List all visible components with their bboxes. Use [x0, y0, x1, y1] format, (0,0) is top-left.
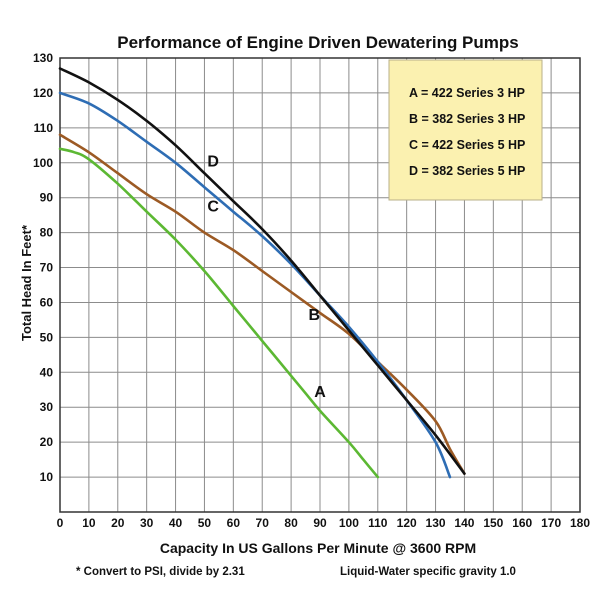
x-tick-label: 20 — [111, 516, 125, 530]
series-line-b — [58, 133, 466, 475]
x-tick-label: 90 — [313, 516, 327, 530]
x-tick-label: 120 — [397, 516, 417, 530]
x-tick-label: 40 — [169, 516, 183, 530]
x-axis-label: Capacity In US Gallons Per Minute @ 3600… — [160, 540, 476, 556]
x-tick-label: 70 — [256, 516, 270, 530]
series-line-d — [58, 67, 466, 475]
x-tick-label: 130 — [426, 516, 446, 530]
y-axis-label: Total Head In Feet* — [19, 224, 34, 341]
y-tick-label: 60 — [40, 295, 54, 309]
legend-entry: B = 382 Series 3 HP — [409, 112, 525, 126]
x-tick-label: 50 — [198, 516, 212, 530]
y-tick-label: 130 — [33, 51, 53, 65]
x-tick-label: 170 — [541, 516, 561, 530]
footnote-gravity: Liquid-Water specific gravity 1.0 — [340, 566, 516, 578]
y-tick-label: 90 — [40, 191, 54, 205]
y-tick-label: 20 — [40, 435, 54, 449]
x-tick-label: 140 — [454, 516, 474, 530]
y-tick-label: 80 — [40, 226, 54, 240]
tick-labels: 0 10 20 30 40 50 60 70 80 90 100 110 120 130 140 150 160… — [33, 51, 590, 530]
x-tick-label: 110 — [368, 516, 388, 530]
curve-label-c: C — [207, 199, 219, 216]
plot-frame — [59, 57, 581, 513]
x-tick-label: 10 — [82, 516, 96, 530]
y-tick-label: 40 — [40, 365, 54, 379]
series-layer: A B C D — [58, 67, 466, 479]
series-line-a — [58, 147, 380, 479]
curve-label-d: D — [207, 153, 219, 170]
x-tick-label: 30 — [140, 516, 154, 530]
x-tick-label: 150 — [483, 516, 503, 530]
legend-entry: A = 422 Series 3 HP — [409, 86, 525, 100]
legend: A = 422 Series 3 HP B = 382 Series 3 HP C … — [388, 59, 543, 201]
y-tick-label: 10 — [40, 470, 54, 484]
x-tick-label: 100 — [339, 516, 359, 530]
y-tick-label: 50 — [40, 330, 54, 344]
y-tick-label: 70 — [40, 261, 54, 275]
curve-label-b: B — [308, 307, 320, 324]
x-tick-label: 60 — [227, 516, 241, 530]
y-tick-label: 30 — [40, 400, 54, 414]
x-tick-label: 0 — [57, 516, 64, 530]
footnote-psi: * Convert to PSI, divide by 2.31 — [76, 566, 245, 578]
x-tick-label: 80 — [284, 516, 298, 530]
legend-entry: C = 422 Series 5 HP — [409, 138, 525, 152]
x-tick-label: 160 — [512, 516, 532, 530]
x-tick-label: 180 — [570, 516, 590, 530]
y-tick-label: 110 — [34, 121, 54, 135]
chart-title: Performance of Engine Driven Dewatering … — [117, 33, 518, 52]
legend-box — [388, 59, 543, 201]
curve-label-a: A — [314, 384, 326, 401]
y-tick-label: 120 — [33, 86, 53, 100]
y-tick-label: 100 — [33, 156, 53, 170]
legend-entry: D = 382 Series 5 HP — [409, 164, 525, 178]
